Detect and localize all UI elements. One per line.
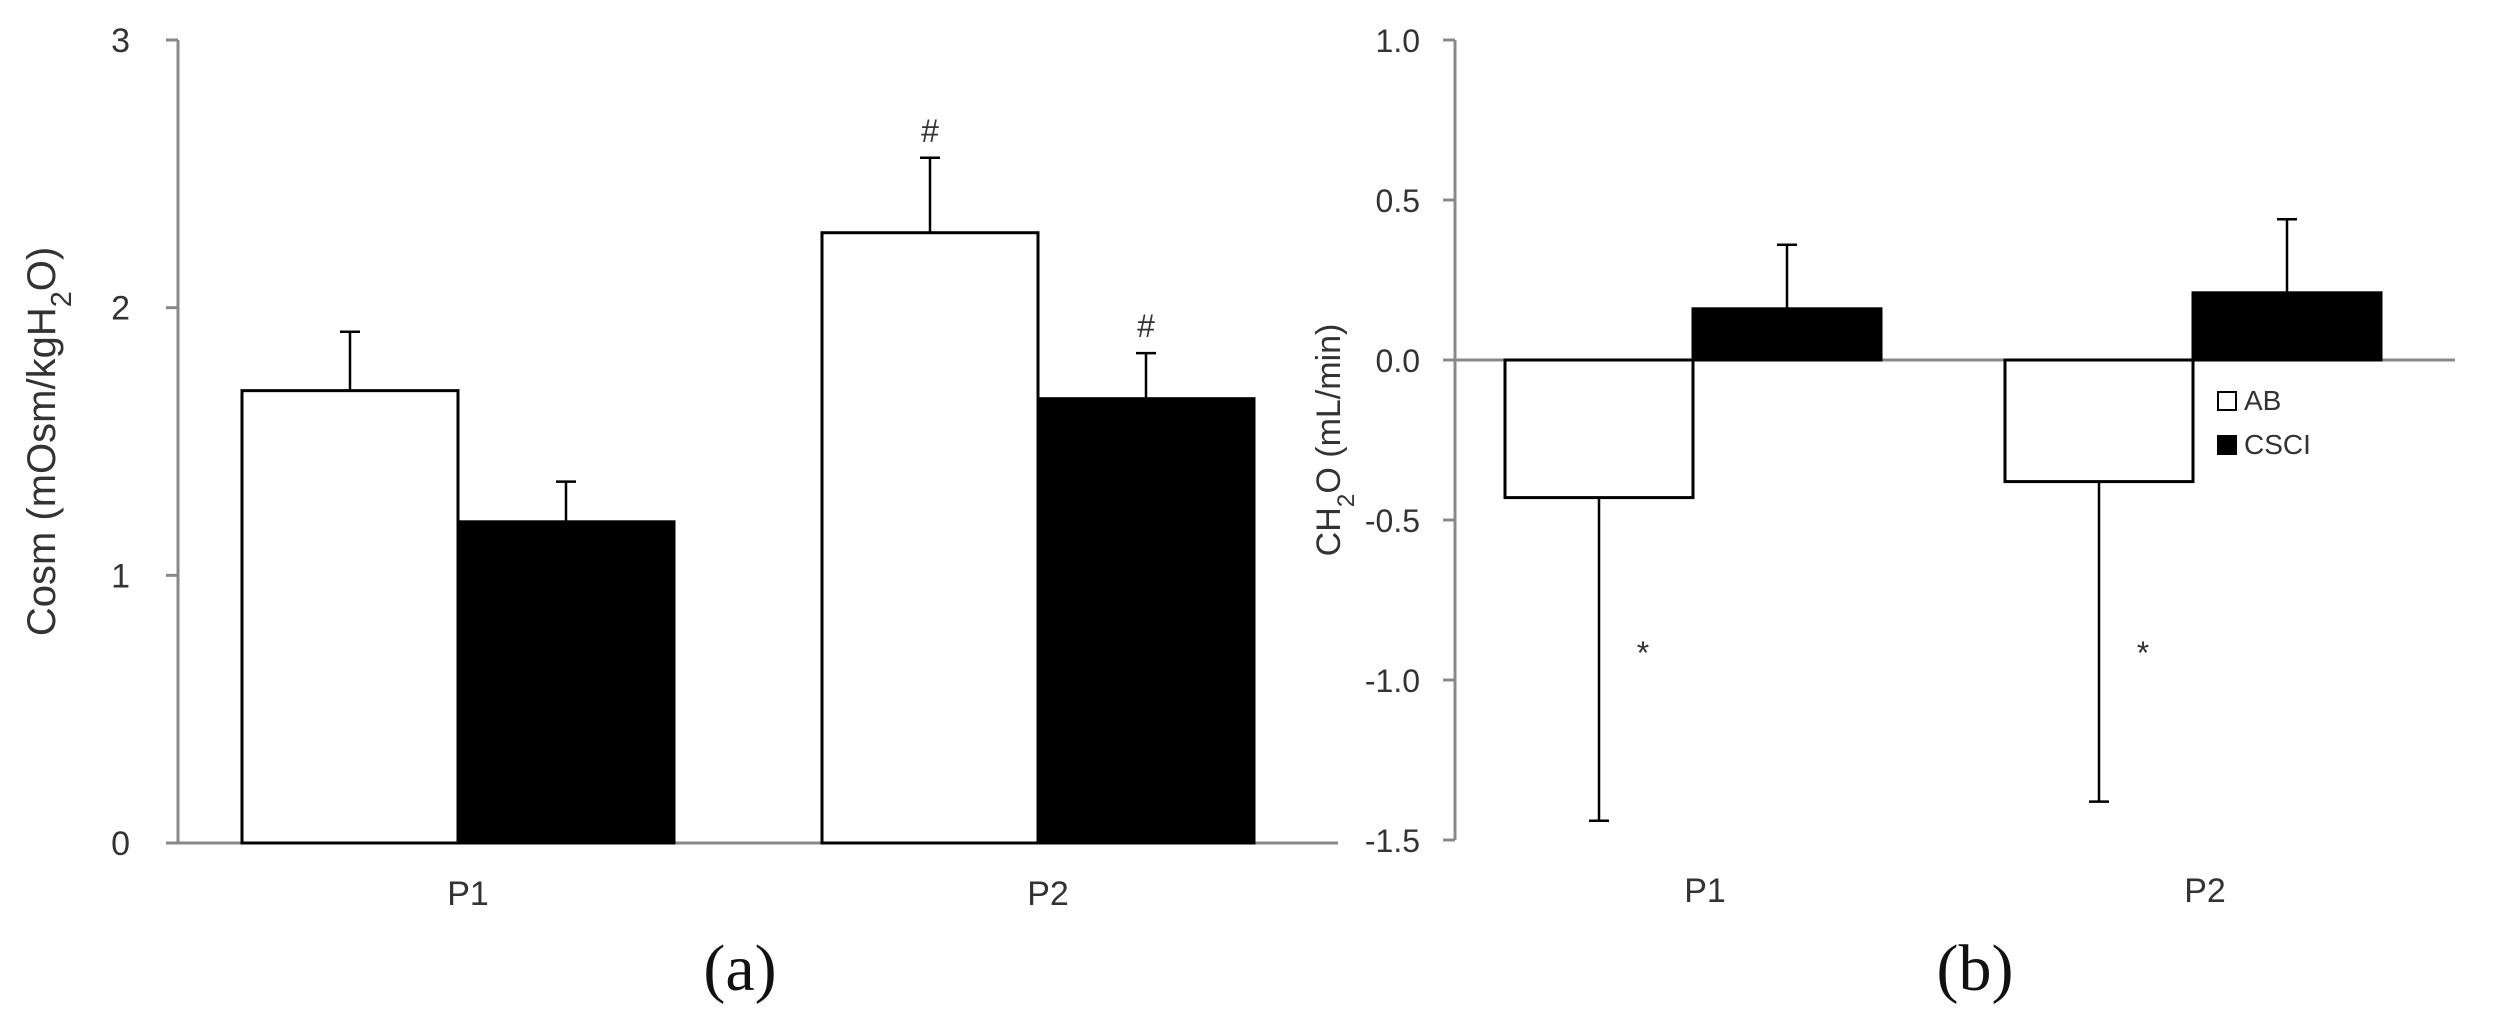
bar xyxy=(1691,307,1883,362)
bar xyxy=(1036,397,1256,845)
bar xyxy=(456,520,676,845)
panel-label: (b) xyxy=(1937,932,2014,1005)
y-tick-label: -0.5 xyxy=(1365,503,1420,539)
bar xyxy=(2191,291,2383,362)
y-tick-label: 0 xyxy=(111,825,130,863)
y-tick-label: 0.5 xyxy=(1376,183,1420,219)
y-axis-label: CH2O (mL/min) xyxy=(1310,324,1360,557)
y-axis-label: Cosm (mOsm/kgH2O) xyxy=(20,247,78,636)
significance-mark: * xyxy=(1637,635,1649,671)
panel-label: (a) xyxy=(703,932,776,1005)
y-tick-label: 2 xyxy=(111,290,130,328)
legend-swatch xyxy=(2217,391,2237,411)
y-tick-label: 3 xyxy=(111,22,130,60)
x-tick-label: P1 xyxy=(1684,872,1726,910)
x-tick-label: P2 xyxy=(1027,875,1069,913)
legend-label: CSCI xyxy=(2244,429,2311,460)
y-tick-label: -1.0 xyxy=(1365,663,1420,699)
legend-label: AB xyxy=(2244,385,2281,416)
x-tick-label: P2 xyxy=(2184,872,2226,910)
panel-a: 0 1 2 3 Cosm (mOsm/kgH2O) P1 # # P2 (a) xyxy=(20,22,1338,1005)
panel-b: 1.0 0.5 0.0 -0.5 -1.0 -1.5 CH2O (mL/min) * P1 * P2… xyxy=(1310,23,2455,1005)
y-tick-label: 1 xyxy=(111,557,130,595)
y-tick-label: 1.0 xyxy=(1376,23,1420,59)
significance-mark: # xyxy=(1137,308,1155,344)
significance-mark: * xyxy=(2137,635,2149,671)
legend-swatch xyxy=(2217,435,2237,455)
significance-mark: # xyxy=(921,113,939,149)
y-tick-label: -1.5 xyxy=(1365,823,1420,859)
bar xyxy=(1503,358,1695,500)
bar xyxy=(820,231,1040,845)
bar xyxy=(2003,358,2195,484)
x-tick-label: P1 xyxy=(447,875,489,913)
y-tick-label: 0.0 xyxy=(1376,343,1420,379)
bar xyxy=(240,389,460,845)
